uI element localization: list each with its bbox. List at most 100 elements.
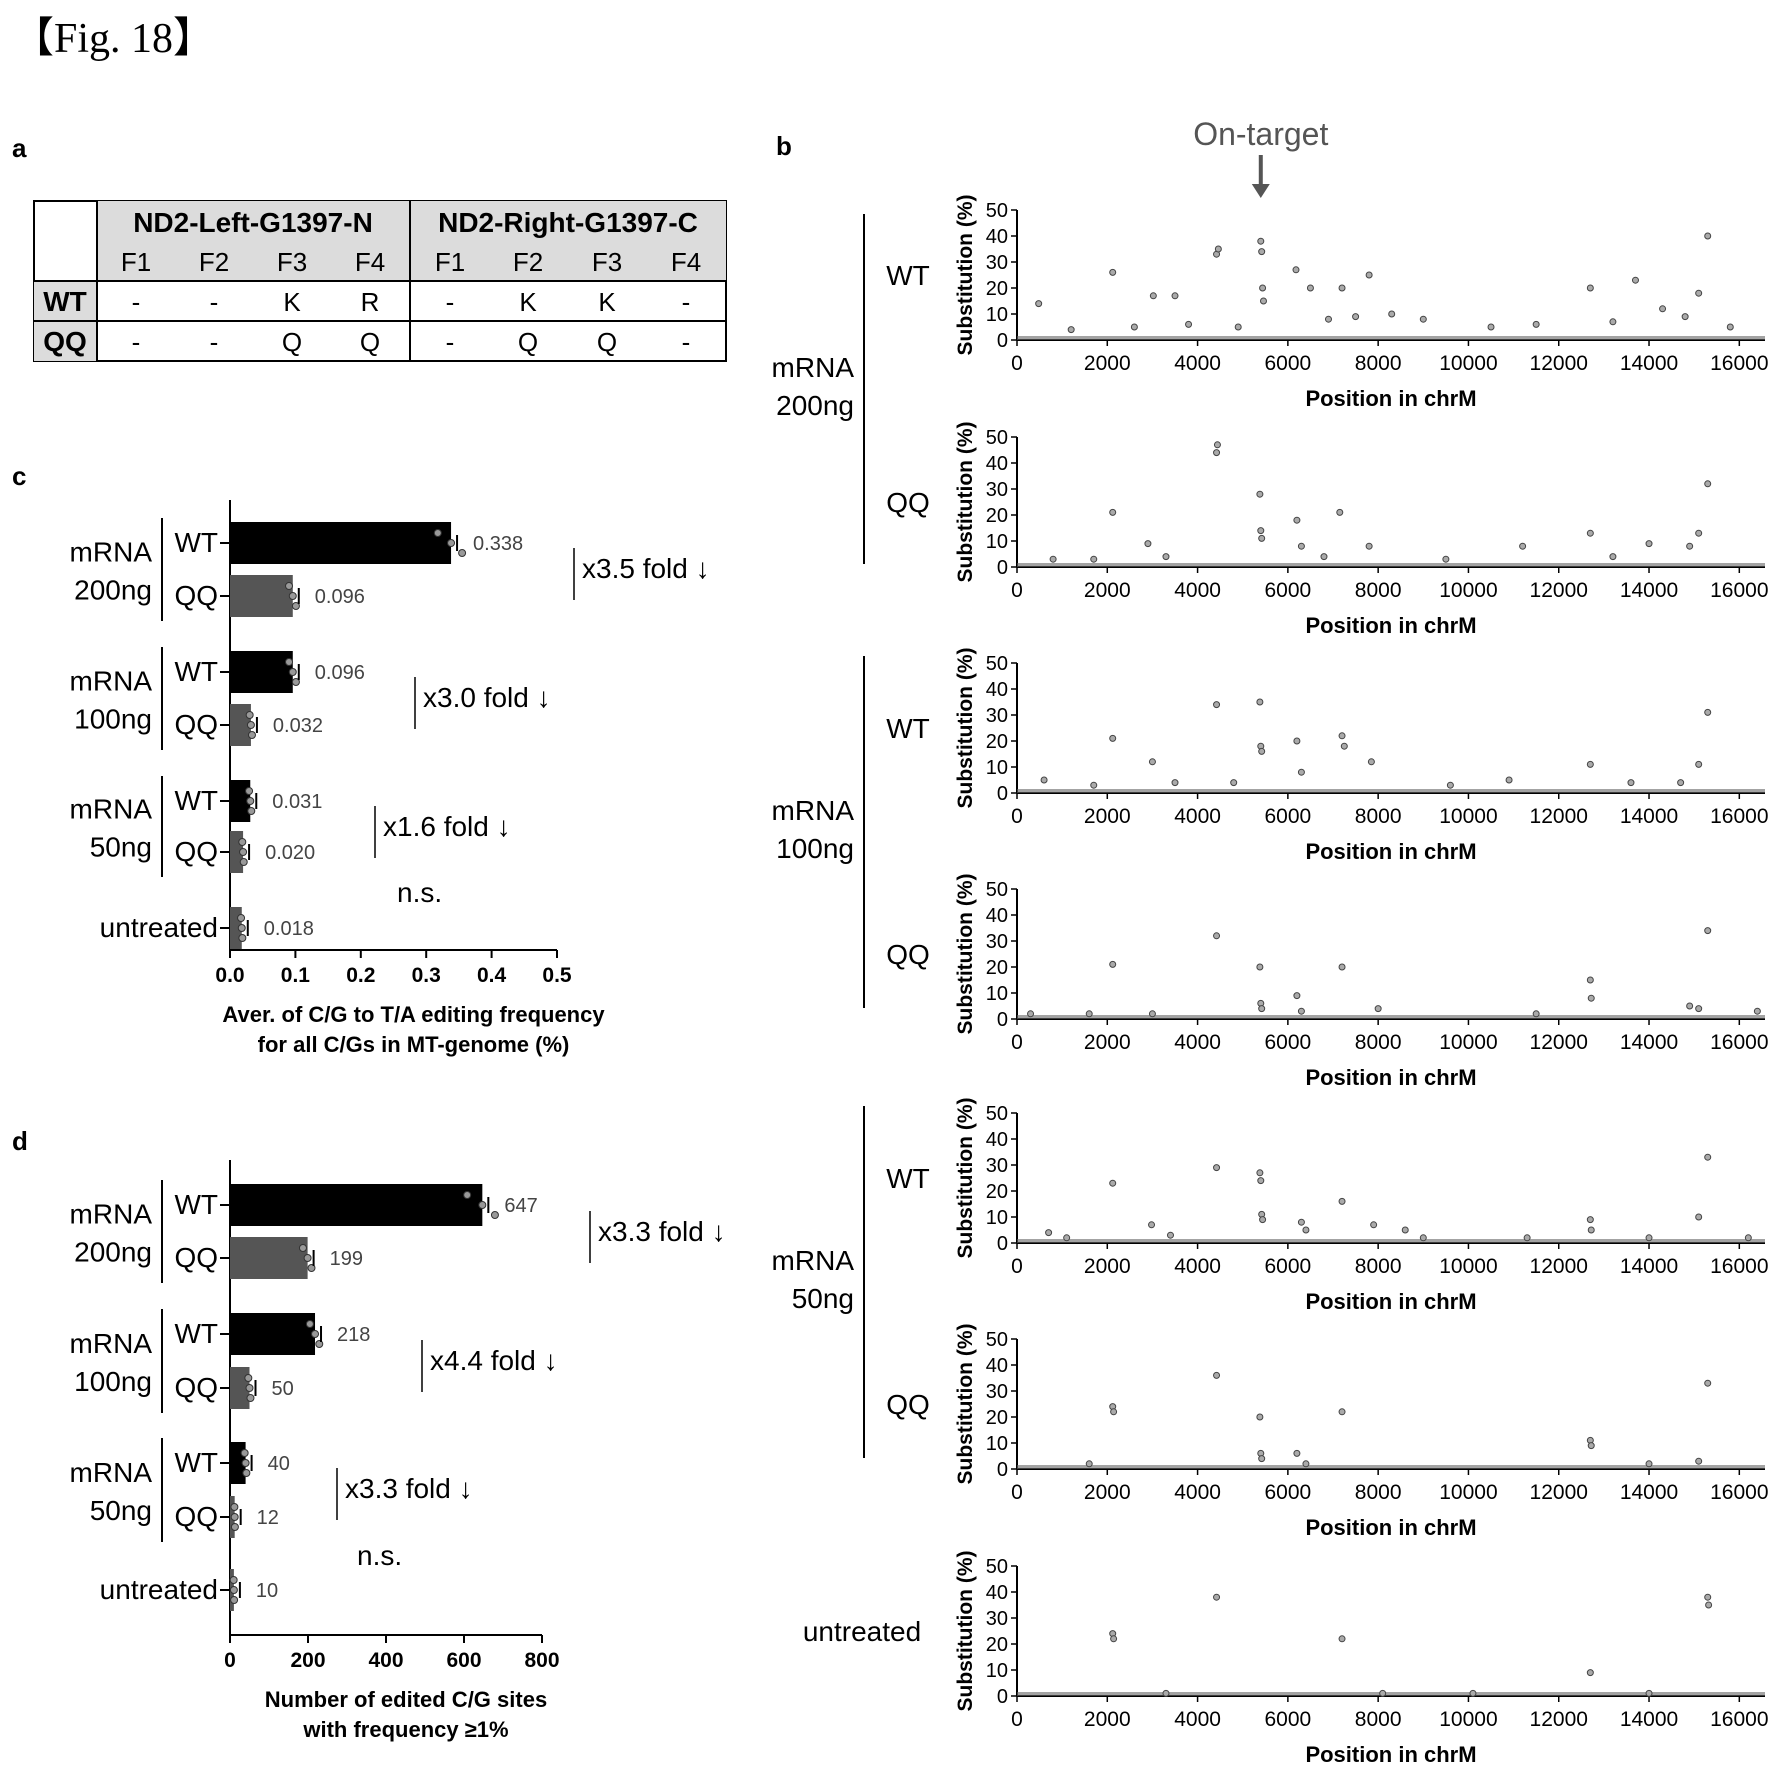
table-right-header: ND2-Right-G1397-C (438, 207, 698, 238)
replicate-point (231, 1597, 238, 1604)
x-tick-label: 2000 (1084, 1481, 1131, 1504)
data-point (1235, 324, 1241, 330)
data-point (1533, 321, 1539, 327)
x-tick-label: 0 (1011, 352, 1023, 375)
x-tick-label: 12000 (1530, 1481, 1588, 1504)
value-label: 40 (268, 1453, 290, 1475)
replicate-point (491, 1212, 498, 1219)
ns-label: n.s. (397, 877, 442, 908)
x-tick-label: 12000 (1530, 805, 1588, 828)
replicate-point (245, 1375, 252, 1382)
data-point (1303, 1227, 1309, 1233)
sample-label: WT (886, 1163, 930, 1194)
data-point (1036, 301, 1042, 307)
value-label: 0.096 (315, 586, 365, 608)
bar-category-label: WT (174, 785, 218, 816)
fold-change-label: x3.5 fold ↓ (582, 553, 710, 584)
y-tick-label: 30 (986, 1155, 1008, 1177)
y-tick-label: 40 (986, 905, 1008, 927)
group-label: 50ng (90, 832, 152, 863)
x-tick-label: 4000 (1174, 805, 1221, 828)
data-point (1696, 1458, 1702, 1464)
data-point (1258, 238, 1264, 244)
replicate-point (247, 798, 254, 805)
data-point (1086, 1011, 1092, 1017)
bar (230, 1313, 315, 1355)
data-point (1257, 1414, 1263, 1420)
data-point (1214, 1165, 1220, 1171)
x-tick-label: 2000 (1084, 1255, 1131, 1278)
replicate-point (246, 1385, 253, 1392)
data-point (1259, 1006, 1265, 1012)
bar-category-label: WT (174, 527, 218, 558)
x-tick-label: 8000 (1355, 1708, 1402, 1731)
y-tick-label: 20 (986, 1634, 1008, 1656)
data-point (1682, 314, 1688, 320)
table-row-label-qq: QQ (43, 326, 87, 357)
x-tick-label: 10000 (1439, 1708, 1497, 1731)
table-cell: Q (282, 327, 302, 357)
on-target-arrow-head (1252, 184, 1270, 198)
data-point (1150, 293, 1156, 299)
data-point (1375, 1006, 1381, 1012)
data-point (1705, 709, 1711, 715)
table-cell: K (283, 287, 301, 317)
x-tick-label: 14000 (1620, 1708, 1678, 1731)
replicate-point (239, 935, 246, 942)
x-tick-label: 14000 (1620, 805, 1678, 828)
y-tick-label: 20 (986, 278, 1008, 300)
data-point (1380, 1690, 1386, 1696)
x-tick-label: 2000 (1084, 352, 1131, 375)
data-point (1214, 442, 1220, 448)
data-point (1214, 933, 1220, 939)
data-point (1447, 782, 1453, 788)
y-tick-label: 30 (986, 705, 1008, 727)
x-axis-title: with frequency ≥1% (302, 1717, 508, 1742)
data-point (1110, 1180, 1116, 1186)
x-tick-label: 6000 (1265, 1708, 1312, 1731)
baseline-noise (1017, 1015, 1765, 1019)
data-point (1111, 1409, 1117, 1415)
data-point (1696, 1006, 1702, 1012)
x-tick-label: 0.1 (281, 964, 311, 987)
figure-label: 【Fig. 18】 (12, 16, 215, 62)
x-tick-label: 16000 (1710, 1031, 1768, 1054)
x-tick-label: 6000 (1265, 1481, 1312, 1504)
x-tick-label: 8000 (1355, 1481, 1402, 1504)
table-cell: - (132, 327, 141, 357)
x-tick-label: 14000 (1620, 579, 1678, 602)
data-point (1149, 1011, 1155, 1017)
table-cell: R (361, 287, 380, 317)
value-label: 0.020 (265, 842, 315, 864)
x-tick-label: 4000 (1174, 1031, 1221, 1054)
x-tick-label: 0.3 (412, 964, 441, 987)
y-tick-label: 20 (986, 957, 1008, 979)
x-tick-label: 2000 (1084, 1031, 1131, 1054)
data-point (1420, 1235, 1426, 1241)
value-label: 0.018 (264, 918, 314, 940)
x-tick-label: 0 (1011, 1255, 1023, 1278)
x-tick-label: 0.4 (477, 964, 507, 987)
x-tick-label: 0 (1011, 1708, 1023, 1731)
data-point (1366, 543, 1372, 549)
data-point (1131, 324, 1137, 330)
y-tick-label: 10 (986, 304, 1008, 326)
y-tick-label: 30 (986, 252, 1008, 274)
data-point (1294, 993, 1300, 999)
y-axis-title: Substitution (%) (954, 874, 977, 1035)
data-point (1041, 777, 1047, 783)
data-point (1705, 233, 1711, 239)
table-cell: - (446, 287, 455, 317)
data-point (1588, 1443, 1594, 1449)
group-label: mRNA (772, 1245, 855, 1276)
data-point (1339, 1409, 1345, 1415)
x-tick-label: 0 (1011, 579, 1023, 602)
data-point (1091, 782, 1097, 788)
bar-category-label: WT (174, 1189, 218, 1220)
y-tick-label: 0 (997, 1686, 1008, 1708)
panel-letter-d: d (12, 1126, 28, 1156)
data-point (1260, 285, 1266, 291)
data-point (1028, 1011, 1034, 1017)
value-label: 0.032 (273, 715, 323, 737)
